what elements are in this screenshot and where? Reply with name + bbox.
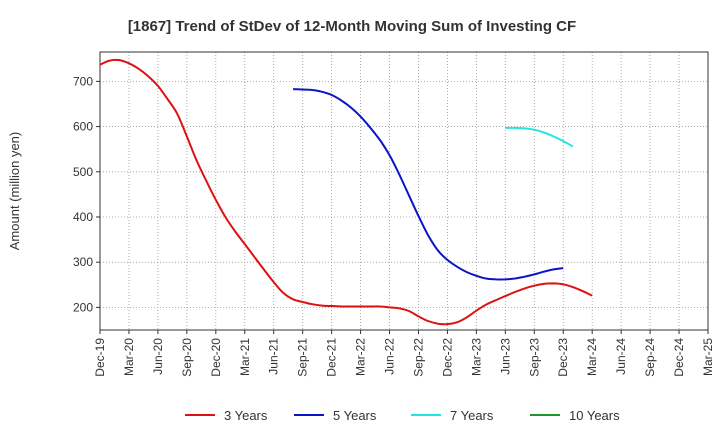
x-tick-label: Sep-20 [180,338,194,377]
x-tick-label: Mar-20 [122,338,136,376]
legend-label-7-years: 7 Years [450,408,494,423]
x-tick-label: Mar-21 [238,338,252,376]
x-tick-label: Dec-24 [672,338,686,377]
x-tick-label: Mar-25 [701,338,715,376]
x-tick-label: Jun-24 [614,338,628,375]
plot-area [99,51,709,331]
grid [100,52,708,330]
x-tick-label: Dec-20 [209,338,223,377]
x-tick-label: Jun-21 [267,338,281,375]
x-axis: Dec-19 Mar-20 Jun-20 Sep-20 Dec-20 Mar-21 Jun-… [93,330,715,377]
series-group [99,58,593,326]
x-tick-label: Dec-21 [325,338,339,377]
x-tick-label: Mar-24 [585,338,599,376]
y-tick-label: 200 [73,300,93,314]
x-tick-label: Mar-23 [469,338,483,376]
x-tick-label: Jun-20 [151,338,165,375]
y-axis: 200 300 400 500 600 700 [73,74,100,314]
legend: 3 Years 5 Years 7 Years 10 Years [185,408,620,423]
x-tick-label: Dec-22 [440,338,454,377]
y-tick-label: 600 [73,120,93,134]
x-tick-label: Mar-22 [354,338,368,376]
chart-title: [1867] Trend of StDev of 12-Month Moving… [128,18,576,35]
x-tick-label: Sep-23 [527,338,541,377]
x-tick-label: Jun-23 [498,338,512,375]
y-tick-label: 300 [73,255,93,269]
x-tick-label: Sep-24 [643,338,657,377]
legend-label-5-years: 5 Years [333,408,377,423]
x-tick-label: Dec-19 [93,338,107,377]
y-tick-label: 500 [73,165,93,179]
x-tick-label: Dec-23 [556,338,570,377]
x-tick-label: Sep-21 [296,338,310,377]
x-tick-label: Jun-22 [383,338,397,375]
series-line-3-years [99,58,593,326]
legend-label-3-years: 3 Years [224,408,268,423]
legend-label-10-years: 10 Years [569,408,620,423]
series-line-5-years [293,88,564,281]
y-tick-label: 400 [73,210,93,224]
y-tick-label: 700 [73,74,93,88]
x-tick-label: Sep-22 [411,338,425,377]
y-axis-label: Amount (million yen) [7,132,22,251]
series-line-7-years [505,126,574,148]
